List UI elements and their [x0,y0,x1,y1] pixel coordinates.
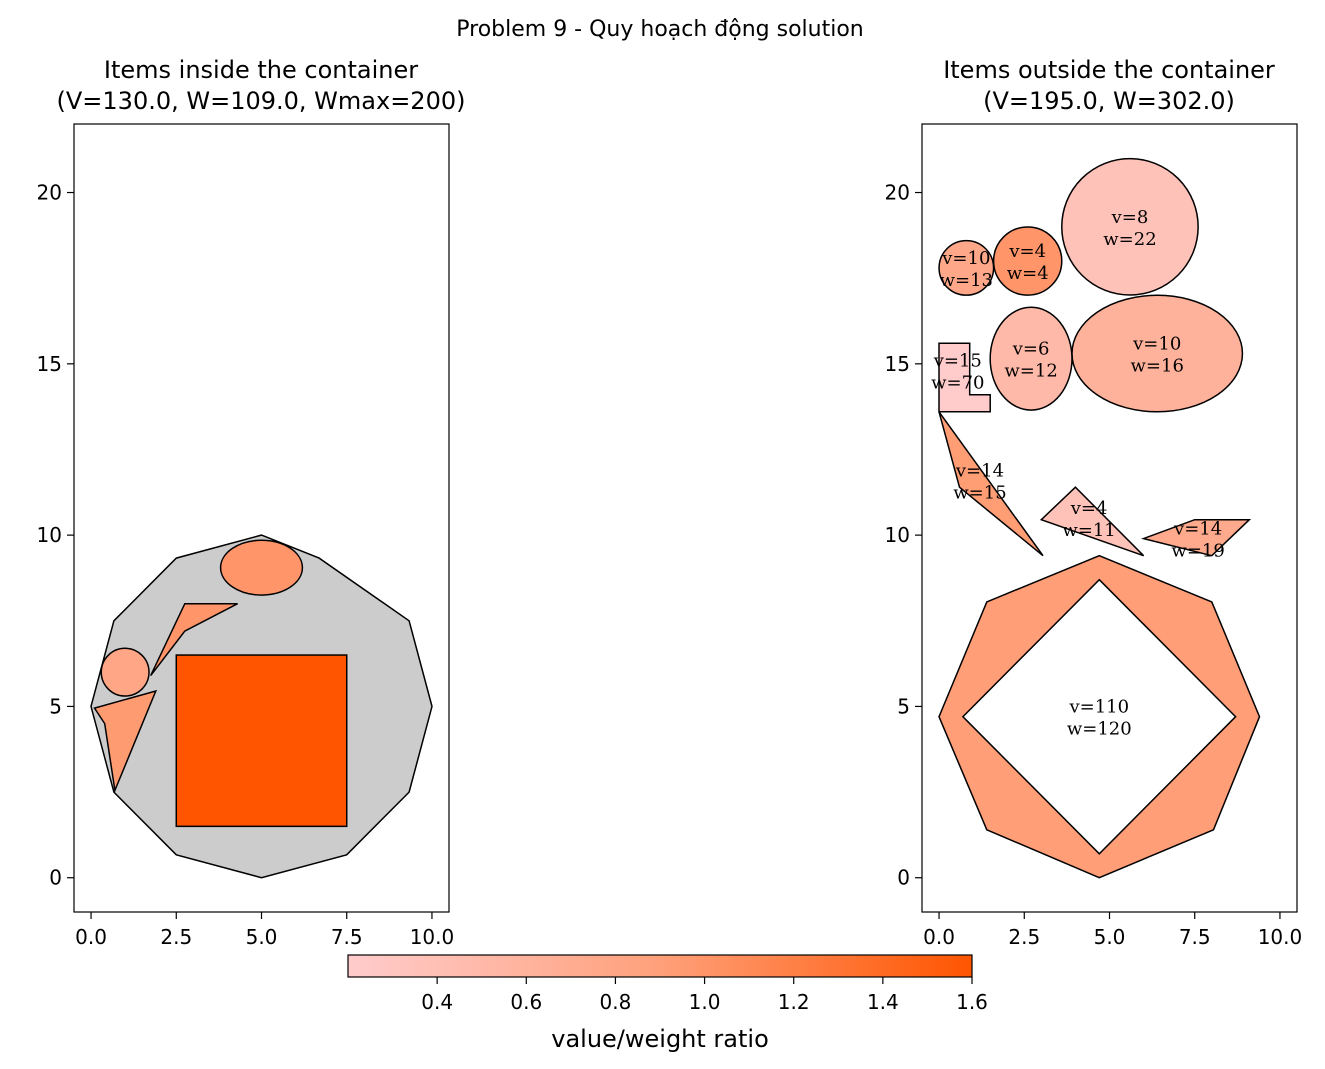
colorbar: 0.4 0.6 0.8 1.0 1.2 1.4 1.6 value/weight ratio [347,954,988,1053]
item-value-label: v=10 [1132,334,1181,355]
outside-axis-ticks: 0.0 2.5 5.0 7.5 10.0 0 5 10 15 20 [885,181,1303,949]
item-weight-label: w=16 [1131,356,1184,377]
x-tick-label: 0.0 [75,925,107,949]
inside-axis-ticks: 0.0 2.5 5.0 7.5 10.0 0 5 10 15 20 [37,181,455,949]
x-tick-label: 10.0 [1258,925,1303,949]
item-value-label: v=14 [955,460,1004,481]
item-value-label: v=10 [941,248,990,269]
item-weight-label: w=13 [940,270,993,291]
inside-title-line2: (V=130.0, W=109.0, Wmax=200) [57,87,466,115]
colorbar-tick-label: 1.4 [867,990,899,1014]
item-rect [175,654,348,828]
x-tick-label: 2.5 [160,925,192,949]
colorbar-tick-label: 0.4 [421,990,453,1014]
y-tick-label: 5 [49,694,62,718]
item-circle [100,647,150,697]
colorbar-tick-label: 1.2 [778,990,810,1014]
item-weight-label: w=11 [1062,520,1115,541]
y-tick-label: 0 [49,866,62,890]
item-polygon [150,602,238,677]
item-weight-label: w=15 [953,482,1006,503]
item-polygon [938,411,1044,557]
item-weight-label: w=120 [1067,719,1132,740]
inside-container-axes: Items inside the container (V=130.0, W=1… [37,56,466,949]
colorbar-label: value/weight ratio [551,1025,769,1053]
y-tick-label: 15 [885,352,910,376]
item-circle [1061,157,1199,296]
item-value-label: v=4 [1008,241,1046,262]
x-tick-label: 7.5 [1179,925,1211,949]
y-tick-label: 15 [37,352,62,376]
inside-plot-content [90,534,433,879]
item-polygon [938,342,991,413]
item-value-label: v=6 [1012,339,1050,360]
y-tick-label: 20 [37,181,62,205]
colorbar-tick-label: 1.6 [956,990,988,1014]
item-weight-label: w=22 [1103,229,1156,250]
item-ellipse [1071,294,1244,413]
y-tick-label: 0 [897,866,910,890]
item-weight-label: w=19 [1171,541,1224,562]
colorbar-tick-label: 1.0 [689,990,721,1014]
outside-title-line1: Items outside the container [943,56,1275,84]
outside-plot-content: v=110w=120v=8w=22v=10w=13v=4w=4v=6w=12v=… [931,157,1261,879]
item-value-label: v=15 [933,351,982,372]
colorbar-tick-label: 0.8 [600,990,632,1014]
x-tick-label: 5.0 [246,925,278,949]
x-tick-label: 10.0 [410,925,455,949]
item-polygon [1039,486,1145,557]
outside-container-axes: Items outside the container (V=195.0, W=… [885,56,1303,949]
item-octagon-with-hole [938,554,1261,879]
y-tick-label: 10 [37,523,62,547]
colorbar-tick-label: 0.6 [510,990,542,1014]
x-tick-label: 0.0 [923,925,955,949]
item-circle [992,226,1063,296]
item-value-label: v=8 [1111,207,1149,228]
item-weight-label: w=4 [1007,263,1049,284]
item-value-label: v=4 [1070,498,1108,519]
y-tick-label: 5 [897,694,910,718]
item-weight-label: w=12 [1004,361,1057,382]
x-tick-label: 7.5 [331,925,363,949]
item-polygon [1141,518,1252,557]
y-tick-label: 10 [885,523,910,547]
figure-suptitle: Problem 9 - Quy hoạch động solution [456,17,864,42]
item-weight-label: w=70 [931,373,984,394]
item-value-label: v=110 [1068,697,1129,718]
outside-title-line2: (V=195.0, W=302.0) [983,87,1235,115]
x-tick-label: 5.0 [1094,925,1126,949]
inside-title-line1: Items inside the container [104,56,418,84]
y-tick-label: 20 [885,181,910,205]
x-tick-label: 2.5 [1008,925,1040,949]
item-polygon [93,689,158,794]
colorbar-ticks: 0.4 0.6 0.8 1.0 1.2 1.4 1.6 [421,977,988,1014]
item-ellipse [219,539,304,596]
item-value-label: v=14 [1173,519,1222,540]
colorbar-gradient [347,954,973,978]
